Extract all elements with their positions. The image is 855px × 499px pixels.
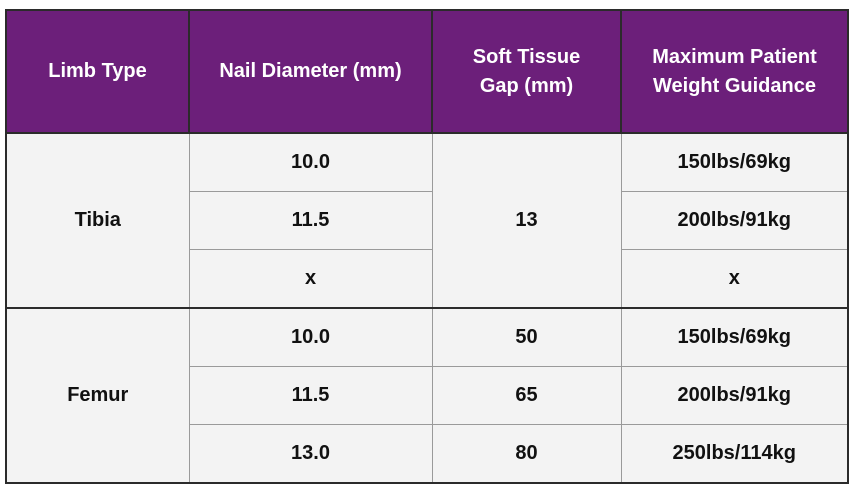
max-weight-cell: 150lbs/69kg bbox=[620, 307, 849, 367]
header-row: Limb Type Nail Diameter (mm) Soft Tissue… bbox=[5, 9, 849, 134]
header-max-weight: Maximum Patient Weight Guidance bbox=[620, 9, 849, 134]
max-weight-cell: 200lbs/91kg bbox=[620, 366, 849, 425]
header-nail-diameter: Nail Diameter (mm) bbox=[188, 9, 433, 134]
limb-type-cell: Femur bbox=[5, 307, 190, 484]
nail-diameter-cell: x bbox=[188, 249, 433, 309]
table-row: Tibia 10.0 13 150lbs/69kg bbox=[5, 132, 849, 309]
max-weight-cell: 150lbs/69kg bbox=[620, 132, 849, 192]
table-row: x x bbox=[6, 249, 849, 309]
max-weight-cell: x bbox=[620, 249, 849, 309]
weight-guidance-table-container: Limb Type Nail Diameter (mm) Soft Tissue… bbox=[5, 9, 849, 484]
soft-tissue-gap-cell: 80 bbox=[431, 424, 622, 484]
nail-diameter-cell: 10.0 bbox=[188, 307, 433, 367]
nail-diameter-cell: 11.5 bbox=[188, 191, 433, 250]
soft-tissue-gap-cell: 50 bbox=[431, 307, 622, 367]
table-row: 13.0 80 250lbs/114kg bbox=[6, 424, 849, 484]
nail-diameter-cell: 13.0 bbox=[188, 424, 433, 484]
header-soft-tissue-gap: Soft Tissue Gap (mm) bbox=[431, 9, 622, 134]
weight-guidance-table: Limb Type Nail Diameter (mm) Soft Tissue… bbox=[5, 9, 849, 484]
table-row: Femur 10.0 50 150lbs/69kg bbox=[5, 307, 849, 484]
max-weight-cell: 250lbs/114kg bbox=[620, 424, 849, 484]
limb-type-cell: Tibia bbox=[5, 132, 190, 309]
soft-tissue-gap-cell: 65 bbox=[431, 366, 622, 425]
nail-diameter-cell: 10.0 bbox=[188, 132, 433, 192]
table-row: 11.5 200lbs/91kg bbox=[6, 191, 849, 250]
nail-diameter-cell: 11.5 bbox=[188, 366, 433, 425]
table-row: 11.5 65 200lbs/91kg bbox=[6, 366, 849, 425]
header-limb-type: Limb Type bbox=[5, 9, 190, 134]
soft-tissue-gap-cell: 13 bbox=[431, 132, 622, 309]
max-weight-cell: 200lbs/91kg bbox=[620, 191, 849, 250]
